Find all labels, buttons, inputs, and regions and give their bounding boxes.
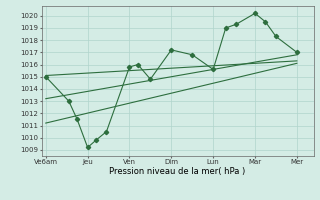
- X-axis label: Pression niveau de la mer( hPa ): Pression niveau de la mer( hPa ): [109, 167, 246, 176]
